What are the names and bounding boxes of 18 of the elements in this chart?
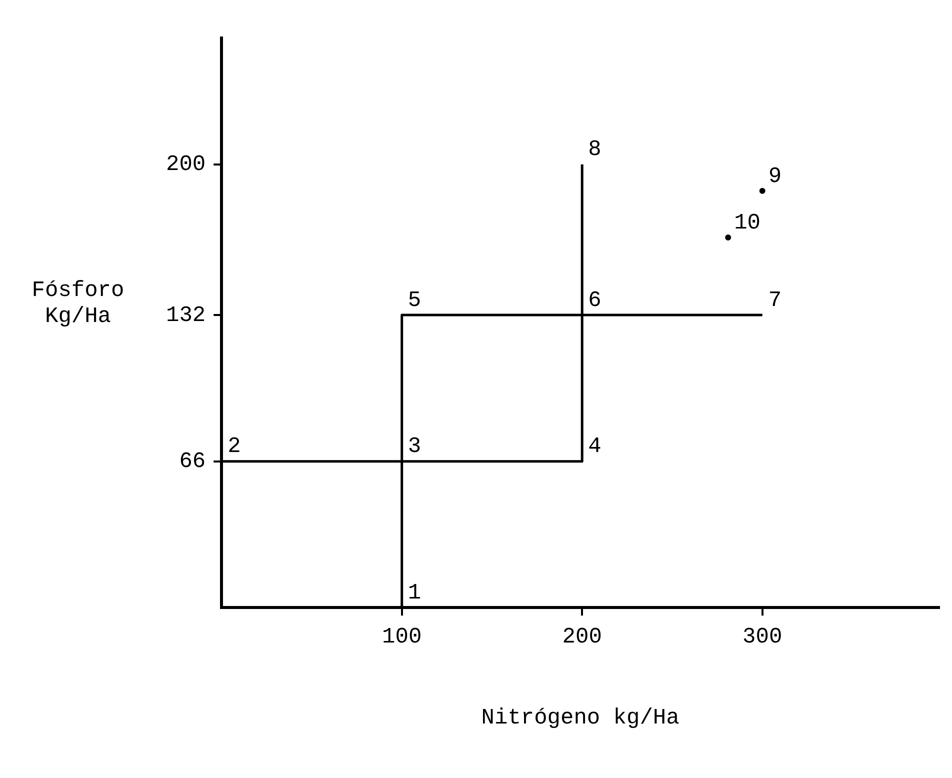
- annotation: 1: [408, 580, 422, 606]
- x-tick-label: 300: [742, 624, 782, 650]
- annotation: 5: [408, 288, 422, 313]
- annotation: 7: [768, 288, 782, 313]
- annotation: 8: [588, 137, 602, 162]
- y-tick-label: 132: [166, 302, 206, 328]
- annotation: 4: [588, 434, 602, 460]
- x-axis-title: Nitrógeno kg/Ha: [481, 705, 680, 730]
- y-tick-label: 200: [166, 152, 206, 178]
- annotation: 10: [734, 210, 761, 236]
- x-tick-label: 100: [382, 624, 422, 650]
- annotation: 3: [408, 434, 422, 460]
- y-axis-title: Fósforo Kg/Ha: [32, 278, 124, 329]
- annotation: 9: [768, 164, 782, 189]
- annotation: 2: [228, 434, 241, 460]
- y-tick-label: 66: [179, 449, 206, 474]
- annotation: 6: [588, 288, 602, 313]
- x-tick-label: 200: [562, 624, 602, 650]
